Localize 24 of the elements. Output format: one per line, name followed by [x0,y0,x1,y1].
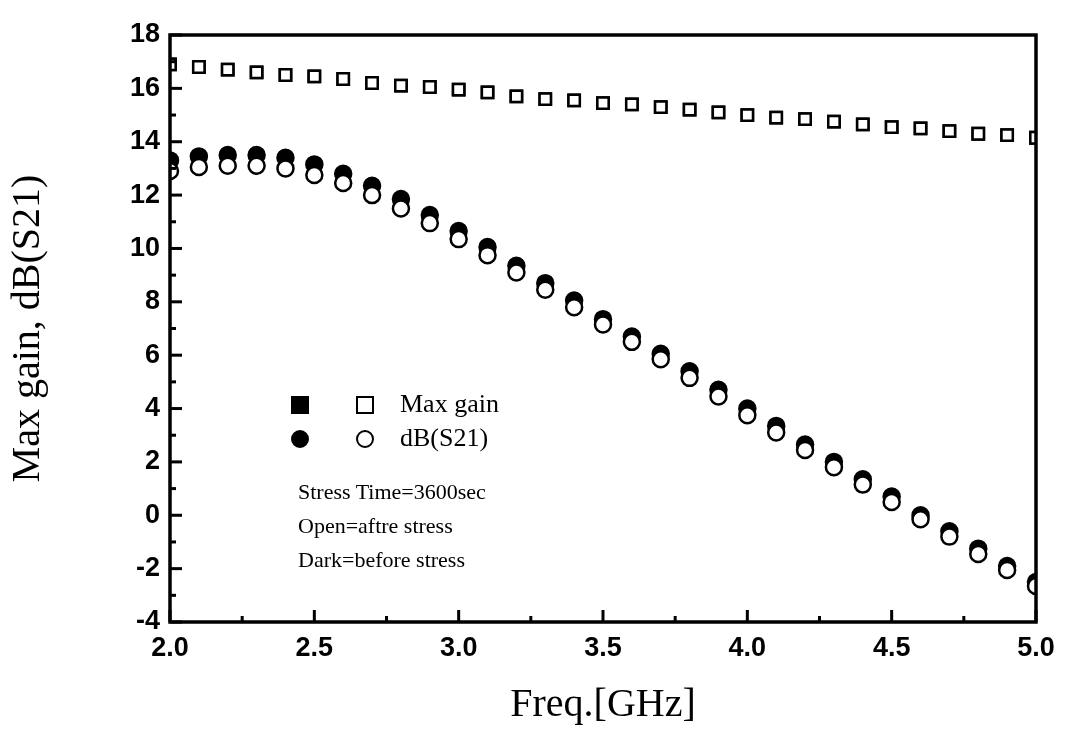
y-tick-label: 14 [129,125,160,156]
y-tick-label: 18 [129,18,160,49]
y-tick-label: 6 [144,338,160,369]
y-tick-label: 12 [129,178,160,209]
legend-label: dB(S21) [400,422,489,452]
annotation: Dark=before stress [298,546,465,572]
y-tick-label: -2 [135,552,160,583]
x-tick-label: 5.0 [1017,631,1055,662]
x-tick-label: 2.5 [295,631,334,662]
y-tick-label: 10 [129,231,160,262]
y-tick-label: 0 [144,498,160,529]
x-tick-label: 3.0 [439,631,478,662]
y-tick-label: 16 [129,71,160,102]
y-tick-label: 2 [144,445,160,476]
x-tick-label: 4.0 [728,631,767,662]
y-axis-title: Max gain, dB(S21) [2,174,48,483]
y-tick-label: 8 [144,285,160,316]
x-tick-label: 3.5 [584,631,622,662]
y-tick-label: 4 [144,392,160,422]
x-axis-title: Freq.[GHz] [510,679,696,725]
annotation: Open=aftre stress [298,512,453,538]
annotation: Stress Time=3600sec [298,478,487,504]
legend-label: Max gain [400,388,499,418]
x-tick-label: 4.5 [872,631,911,662]
